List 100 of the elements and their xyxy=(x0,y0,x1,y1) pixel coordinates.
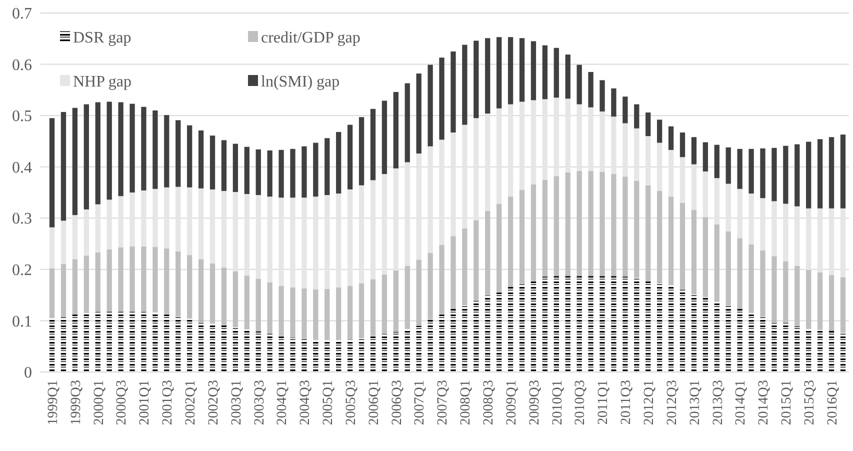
bar xyxy=(772,148,777,202)
bar xyxy=(267,196,272,282)
bar xyxy=(187,187,192,256)
bar xyxy=(347,340,353,372)
x-tick-label: 2015Q1 xyxy=(780,380,795,426)
bar xyxy=(256,331,261,372)
bar xyxy=(646,112,651,136)
bar xyxy=(508,104,514,197)
bar xyxy=(748,194,754,244)
bar xyxy=(221,190,227,268)
x-tick-label: 2014Q3 xyxy=(756,380,772,426)
bar xyxy=(302,198,307,288)
bar xyxy=(416,326,422,372)
bar xyxy=(622,96,628,124)
bar xyxy=(772,201,777,256)
bar xyxy=(370,180,376,280)
bar xyxy=(760,316,766,372)
bar xyxy=(450,132,456,236)
bar xyxy=(141,190,146,246)
bar xyxy=(554,98,559,176)
bar xyxy=(232,192,238,272)
x-tick-label: 2008Q3 xyxy=(482,380,497,426)
bar xyxy=(656,120,662,143)
bar xyxy=(267,334,272,372)
x-tick-label: 2013Q3 xyxy=(710,380,726,426)
bar xyxy=(428,253,433,320)
bar xyxy=(84,209,89,256)
bar xyxy=(164,187,170,248)
bar xyxy=(106,311,112,372)
bar xyxy=(393,168,398,270)
bar xyxy=(680,132,686,158)
bar xyxy=(256,195,261,279)
x-tick-label: 2005Q3 xyxy=(344,380,359,426)
bar xyxy=(347,124,353,190)
bar xyxy=(439,244,444,314)
bar xyxy=(726,306,731,372)
legend-label: NHP gap xyxy=(73,74,132,91)
bar xyxy=(702,297,708,372)
bar xyxy=(554,48,559,98)
bar xyxy=(806,142,812,208)
bar xyxy=(244,194,250,276)
bar xyxy=(840,277,846,333)
bar xyxy=(130,192,135,246)
bar xyxy=(118,311,124,372)
bar xyxy=(611,174,616,276)
bar xyxy=(141,312,146,372)
bar xyxy=(806,328,812,372)
bar xyxy=(95,102,100,204)
bar xyxy=(726,147,731,184)
bar xyxy=(221,325,227,372)
bar xyxy=(290,338,296,372)
bar xyxy=(60,220,66,264)
bar xyxy=(118,247,124,312)
bar xyxy=(668,126,674,150)
bar xyxy=(336,340,342,372)
bar xyxy=(565,98,570,172)
y-tick-label: 0.2 xyxy=(12,262,32,280)
bar xyxy=(634,128,640,181)
x-tick-label: 2014Q1 xyxy=(734,380,749,426)
bar xyxy=(84,104,89,210)
bar xyxy=(404,328,410,372)
bar xyxy=(313,340,318,372)
bar xyxy=(530,41,536,100)
bar xyxy=(382,100,388,174)
bar xyxy=(302,288,307,340)
x-tick-label: 2000Q1 xyxy=(92,380,107,426)
bar xyxy=(210,323,216,372)
bar xyxy=(221,267,227,326)
bar xyxy=(794,326,800,372)
bar xyxy=(794,144,800,206)
bar xyxy=(370,279,376,336)
bar xyxy=(840,134,846,208)
bar xyxy=(634,180,640,278)
bar xyxy=(72,215,78,260)
bar xyxy=(347,189,353,286)
bar xyxy=(783,146,788,204)
bar xyxy=(485,210,490,296)
bar xyxy=(702,142,708,172)
bar xyxy=(152,188,158,247)
bar xyxy=(95,204,100,253)
bar xyxy=(370,108,376,180)
bar xyxy=(702,171,708,218)
bar xyxy=(760,250,766,317)
bar xyxy=(60,112,66,221)
bar xyxy=(278,336,284,372)
bar xyxy=(141,246,146,312)
bar xyxy=(324,340,330,372)
bar xyxy=(176,316,181,372)
bar xyxy=(358,117,364,186)
bar xyxy=(772,256,777,322)
bar xyxy=(302,146,307,198)
bar xyxy=(302,339,307,372)
bar xyxy=(496,37,502,108)
bar xyxy=(668,285,674,372)
bar xyxy=(554,276,559,372)
bar xyxy=(450,308,456,372)
bar xyxy=(634,278,640,372)
bar xyxy=(278,150,284,198)
bar xyxy=(508,286,514,372)
x-tick-label: 2003Q1 xyxy=(229,380,244,426)
